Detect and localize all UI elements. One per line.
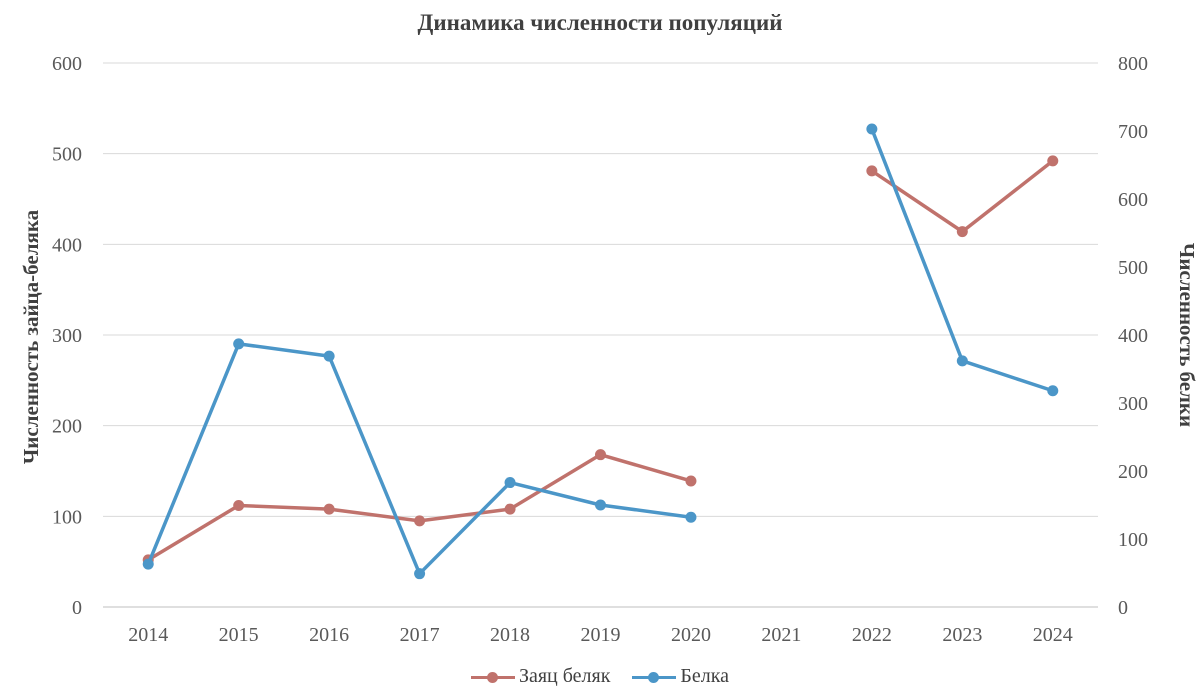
data-point — [323, 503, 335, 515]
data-point — [866, 123, 878, 135]
right-tick-label: 400 — [1118, 325, 1148, 347]
series-layer — [142, 123, 1059, 580]
data-point — [414, 515, 426, 527]
x-tick-label: 2022 — [852, 624, 892, 646]
left-axis-ticks: 0 100 200 300 400 500 600 — [52, 53, 82, 619]
right-tick-label: 600 — [1118, 189, 1148, 211]
data-point — [956, 355, 968, 367]
data-point — [1047, 155, 1059, 167]
x-tick-label: 2014 — [128, 624, 168, 646]
right-axis-ticks: 0 100 200 300 400 500 600 700 800 — [1118, 53, 1148, 619]
x-axis-ticks: 2014 2015 2016 2017 2018 2019 2020 2021 2022 2023… — [128, 624, 1073, 646]
left-tick-label: 300 — [52, 325, 82, 347]
left-tick-label: 500 — [52, 144, 82, 166]
data-point — [595, 449, 606, 461]
chart-title: Динамика численности популяций — [417, 10, 783, 35]
x-tick-label: 2018 — [490, 624, 530, 646]
x-tick-label: 2015 — [219, 624, 259, 646]
data-point — [595, 499, 606, 511]
right-axis-title: Численность белки — [1175, 243, 1199, 427]
right-tick-label: 500 — [1118, 257, 1148, 279]
x-tick-label: 2016 — [309, 624, 349, 646]
right-tick-label: 100 — [1118, 529, 1148, 551]
right-tick-label: 800 — [1118, 53, 1148, 75]
x-tick-label: 2017 — [400, 624, 440, 646]
gridlines — [103, 62, 1098, 608]
data-point — [504, 477, 516, 489]
legend: Заяц беляк Белка — [0, 665, 1200, 688]
right-tick-label: 0 — [1118, 597, 1128, 619]
left-tick-label: 600 — [52, 53, 82, 75]
left-tick-label: 200 — [52, 416, 82, 438]
legend-label-hare: Заяц беляк — [518, 665, 611, 687]
data-point — [685, 475, 697, 487]
data-point — [142, 558, 154, 570]
right-tick-label: 300 — [1118, 393, 1148, 415]
right-tick-label: 700 — [1118, 121, 1148, 143]
legend-swatch-hare — [470, 670, 515, 684]
left-tick-label: 0 — [72, 597, 82, 619]
data-point — [414, 568, 426, 580]
data-point — [685, 511, 697, 523]
legend-label-squirrel: Белка — [680, 665, 730, 687]
legend-item-hare: Заяц беляк — [470, 665, 611, 688]
data-point — [1047, 385, 1059, 397]
x-tick-label: 2021 — [761, 624, 801, 646]
left-axis-title: Численность зайца-беляка — [19, 209, 43, 464]
series-line — [870, 128, 1054, 393]
x-tick-label: 2024 — [1033, 624, 1073, 646]
x-tick-label: 2019 — [581, 624, 621, 646]
legend-item-squirrel: Белка — [632, 665, 729, 688]
series-squirrel — [142, 123, 1059, 580]
left-tick-label: 400 — [52, 234, 82, 256]
data-point — [323, 350, 335, 362]
left-tick-label: 100 — [52, 506, 82, 528]
right-tick-label: 200 — [1118, 461, 1148, 483]
data-point — [956, 226, 968, 238]
data-point — [233, 499, 245, 511]
data-point — [866, 165, 878, 177]
data-point — [504, 503, 516, 515]
x-tick-label: 2020 — [671, 624, 711, 646]
x-tick-label: 2023 — [942, 624, 982, 646]
legend-swatch-squirrel — [632, 670, 677, 684]
data-point — [233, 338, 245, 350]
